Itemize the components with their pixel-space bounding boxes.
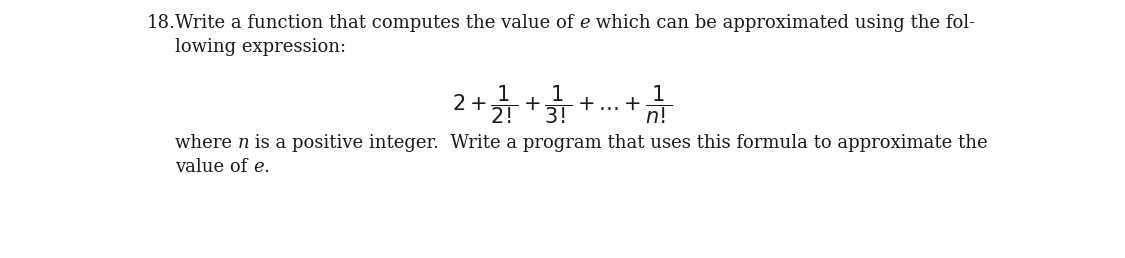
Text: $2 + \dfrac{1}{2!} + \dfrac{1}{3!} + \ldots + \dfrac{1}{n!}$: $2 + \dfrac{1}{2!} + \dfrac{1}{3!} + \ld… bbox=[452, 84, 673, 126]
Text: e: e bbox=[579, 14, 590, 32]
Text: is a positive integer.  Write a program that uses this formula to approximate th: is a positive integer. Write a program t… bbox=[250, 134, 988, 152]
Text: 18.: 18. bbox=[147, 14, 176, 32]
Text: e: e bbox=[253, 158, 263, 176]
Text: Write a function that computes the value of: Write a function that computes the value… bbox=[176, 14, 579, 32]
Text: .: . bbox=[263, 158, 270, 176]
Text: where: where bbox=[176, 134, 237, 152]
Text: n: n bbox=[237, 134, 250, 152]
Text: which can be approximated using the fol-: which can be approximated using the fol- bbox=[590, 14, 975, 32]
Text: lowing expression:: lowing expression: bbox=[176, 38, 346, 56]
Text: value of: value of bbox=[176, 158, 253, 176]
